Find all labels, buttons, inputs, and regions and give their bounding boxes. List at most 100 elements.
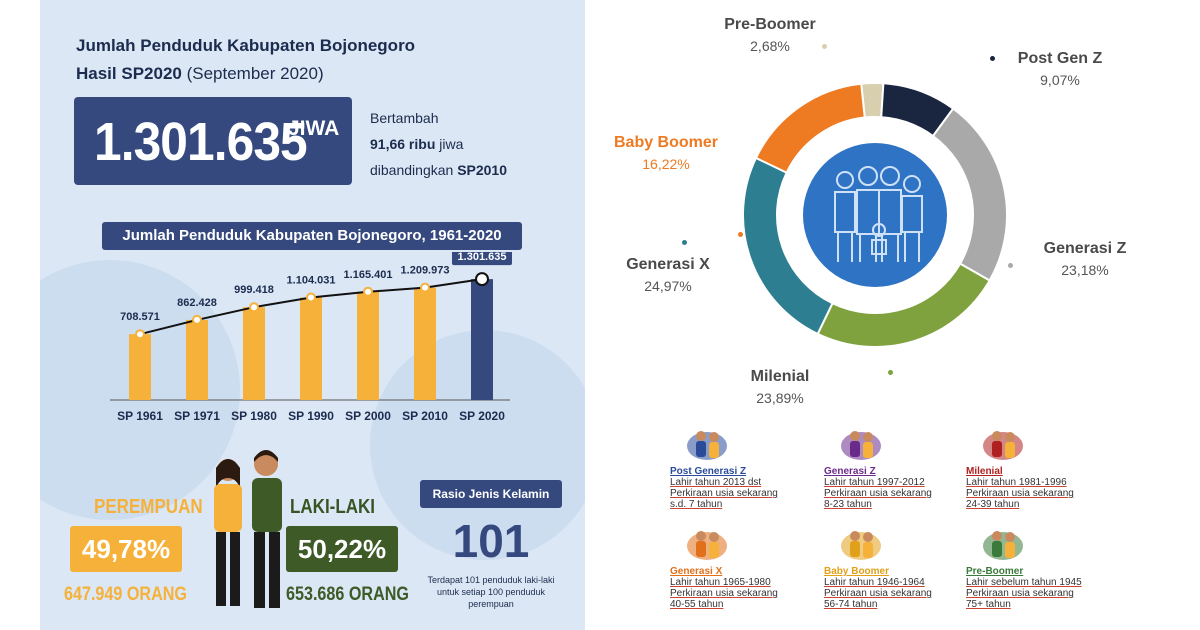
value-label: 1.165.401 xyxy=(344,269,393,281)
trend-point xyxy=(135,329,145,340)
generation-age-range: 40-55 tahun xyxy=(670,599,724,610)
donut-label-name: Generasi X xyxy=(626,256,710,273)
x-tick-label: SP 2000 xyxy=(345,409,391,423)
generation-birth-years: Lahir tahun 1965-1980 xyxy=(670,577,771,588)
generation-name: Generasi Z xyxy=(824,466,876,477)
generation-age-range: 24-39 tahun xyxy=(966,499,1020,510)
total-population-unit: JIWA xyxy=(288,117,340,140)
generation-age-caption: Perkiraan usia sekarang xyxy=(824,588,932,599)
left-infographic-panel: Jumlah Penduduk Kabupaten Bojonegoro Has… xyxy=(40,0,585,630)
generation-legend-item: Pre-Boomer Lahir sebelum tahun 1945 Perkir… xyxy=(966,566,1101,610)
generation-people-icon xyxy=(686,426,728,462)
female-label: PEREMPUAN xyxy=(94,496,203,518)
generation-name: Generasi X xyxy=(670,566,723,577)
leader-dot xyxy=(738,232,743,237)
generation-legend-item: Generasi X Lahir tahun 1965-1980 Perkiraan… xyxy=(670,566,805,610)
value-label: 862.428 xyxy=(177,297,217,309)
value-label-box xyxy=(452,252,512,266)
donut-label-value: 9,07% xyxy=(1040,72,1080,88)
generation-people-icon xyxy=(840,526,882,562)
trend-point xyxy=(420,282,430,293)
leader-dot xyxy=(990,56,995,61)
donut-slice-generasi-z xyxy=(931,107,1008,282)
leader-dot xyxy=(1008,263,1013,268)
x-tick-label: SP 1980 xyxy=(231,409,277,423)
donut-label-value: 16,22% xyxy=(642,156,690,172)
x-tick-label: SP 1971 xyxy=(174,409,220,423)
generation-birth-years: Lahir tahun 1946-1964 xyxy=(824,577,925,588)
donut-label-pre-boomer: Pre-Boomer 2,68% xyxy=(700,16,840,54)
generation-age-range: s.d. 7 tahun xyxy=(670,499,723,510)
x-tick-label: SP 1990 xyxy=(288,409,334,423)
population-bar-chart: SP 1961 708.571 SP 1971 862.428 SP 1980 999.4… xyxy=(110,252,512,423)
donut-label-post-gen-z: Post Gen Z 9,07% xyxy=(1000,50,1120,88)
total-population-value: 1.301.635 xyxy=(94,112,308,172)
generation-birth-years: Lahir tahun 1997-2012 xyxy=(824,477,925,488)
page-title: Jumlah Penduduk Kabupaten Bojonegoro xyxy=(76,36,416,55)
donut-label-name: Post Gen Z xyxy=(1017,50,1103,67)
female-count: 647.949 ORANG xyxy=(64,584,187,605)
donut-label-name: Milenial xyxy=(750,368,810,385)
donut-label-value: 23,18% xyxy=(1061,262,1109,278)
generation-age-caption: Perkiraan usia sekarang xyxy=(670,488,778,499)
generation-name: Post Generasi Z xyxy=(670,466,747,477)
value-label: 1.104.031 xyxy=(287,274,336,286)
male-percent: 50,22% xyxy=(286,526,398,572)
value-label: 1.209.973 xyxy=(401,265,450,277)
bar-sp-1980 xyxy=(243,307,265,400)
generation-legend-item: Milenial Lahir tahun 1981-1996 Perkiraan u… xyxy=(966,466,1101,510)
generation-people-icon xyxy=(840,426,882,462)
donut-label-generasi-x: Generasi X 24,97% xyxy=(604,256,732,294)
people-illustration xyxy=(214,450,282,608)
generation-people-icon xyxy=(686,526,728,562)
male-count: 653.686 ORANG xyxy=(286,584,409,605)
generation-birth-years: Lahir tahun 1981-1996 xyxy=(966,477,1067,488)
bar-sp-2010 xyxy=(414,287,436,400)
donut-slice-baby-boomer xyxy=(754,82,866,174)
x-tick-label: SP 1961 xyxy=(117,409,163,423)
generation-legend-item: Post Generasi Z Lahir tahun 2013 dst Perki… xyxy=(670,466,805,510)
donut-label-name: Pre-Boomer xyxy=(724,16,816,33)
donut-label-value: 24,97% xyxy=(644,278,692,294)
bar-sp-2000 xyxy=(357,291,379,400)
donut-label-name: Baby Boomer xyxy=(613,134,719,151)
bar-sp-1990 xyxy=(300,297,322,400)
page-subtitle: Hasil SP2020 (September 2020) xyxy=(76,64,324,83)
generation-age-caption: Perkiraan usia sekarang xyxy=(966,588,1074,599)
trend-point xyxy=(363,286,373,297)
x-tick-label: SP 2020 xyxy=(459,409,505,423)
leader-dot xyxy=(682,240,687,245)
bar-sp-2020 xyxy=(471,279,493,400)
donut-label-name: Generasi Z xyxy=(1043,240,1127,257)
trend-point xyxy=(306,292,316,303)
generation-name: Baby Boomer xyxy=(824,566,890,577)
donut-label-baby-boomer: Baby Boomer 16,22% xyxy=(596,134,736,172)
generation-birth-years: Lahir sebelum tahun 1945 xyxy=(966,577,1082,588)
trend-point xyxy=(249,302,259,313)
generation-birth-years: Lahir tahun 2013 dst xyxy=(670,477,762,488)
generation-people-icon xyxy=(982,426,1024,462)
donut-label-value: 2,68% xyxy=(750,38,790,54)
bar-sp-1961 xyxy=(129,334,151,400)
generation-age-caption: Perkiraan usia sekarang xyxy=(824,488,932,499)
generation-age-range: 56-74 tahun xyxy=(824,599,878,610)
donut-label-generasi-z: Generasi Z 23,18% xyxy=(1020,240,1150,278)
female-percent: 49,78% xyxy=(70,526,182,572)
total-population-box: 1.301.635 JIWA xyxy=(74,97,352,185)
population-increase-note: Bertambah 91,66 ribu jiwa dibandingkan S… xyxy=(370,110,508,178)
donut-label-milenial: Milenial 23,89% xyxy=(720,368,840,406)
generation-age-caption: Perkiraan usia sekarang xyxy=(966,488,1074,499)
generation-name: Milenial xyxy=(966,466,1003,477)
donut-label-value: 23,89% xyxy=(756,390,804,406)
generation-age-caption: Perkiraan usia sekarang xyxy=(670,588,778,599)
sex-ratio-value: 101 xyxy=(452,515,530,567)
generation-legend-item: Generasi Z Lahir tahun 1997-2012 Perkiraan… xyxy=(824,466,959,510)
sex-ratio-note: Terdapat 101 penduduk laki-laki untuk se… xyxy=(427,575,555,609)
x-tick-label: SP 2010 xyxy=(402,409,448,423)
leader-dot xyxy=(822,44,827,49)
generation-age-range: 75+ tahun xyxy=(966,599,1011,610)
family-icon xyxy=(834,166,923,262)
family-icon-circle xyxy=(803,143,947,287)
generation-name: Pre-Boomer xyxy=(966,566,1024,577)
value-label: 708.571 xyxy=(120,311,160,323)
